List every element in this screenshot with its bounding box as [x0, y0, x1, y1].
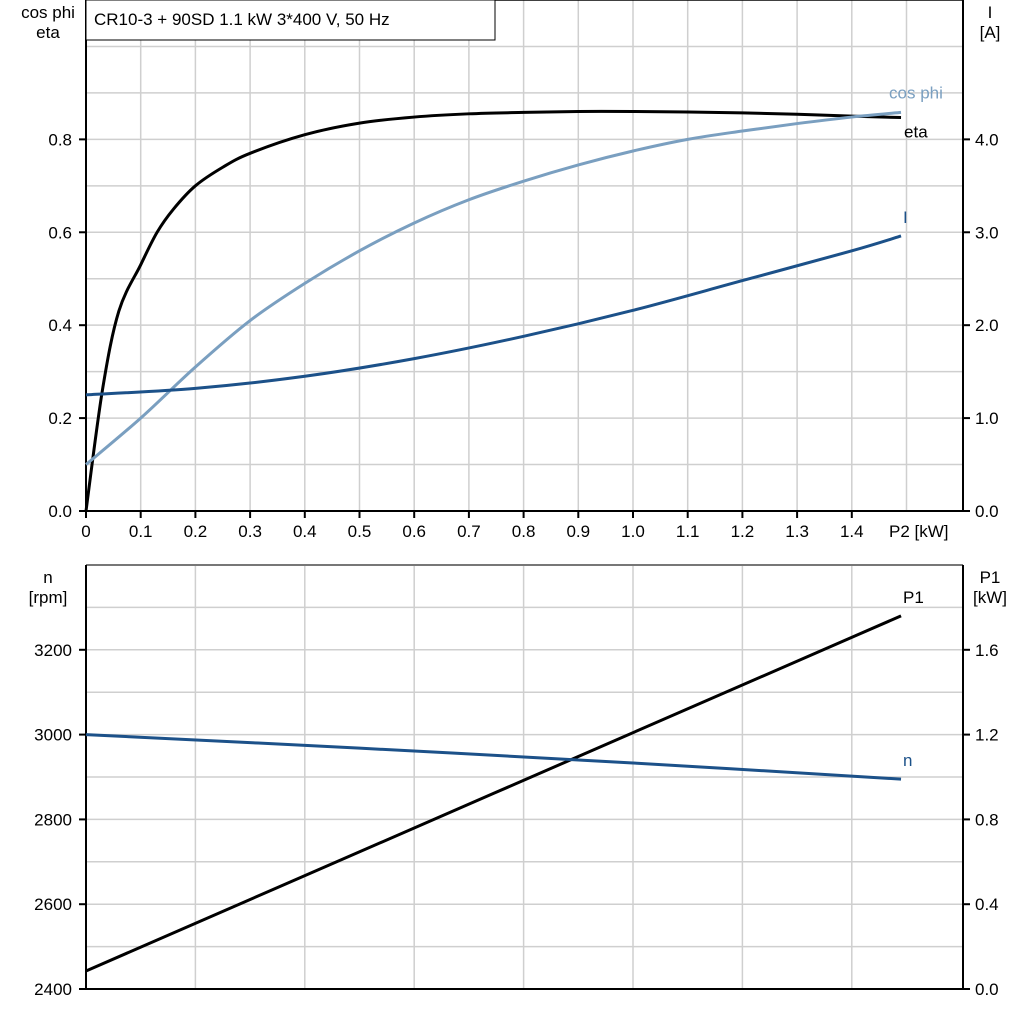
y-tick-label-left: 2600: [34, 895, 72, 914]
x-tick-label: 1.2: [731, 522, 755, 541]
series-label-P1: P1: [903, 588, 924, 607]
y-tick-label-left: 3000: [34, 726, 72, 745]
series-line-n: [85, 733, 902, 781]
y-axis-label-left: n: [43, 568, 52, 587]
x-axis-label: P2 [kW]: [889, 522, 949, 541]
x-tick-label: 1.1: [676, 522, 700, 541]
series-line-I: [85, 234, 902, 397]
y-tick-label-right: 0.4: [975, 895, 999, 914]
y-tick-label-right: 2.0: [975, 316, 999, 335]
x-tick-label: 0.4: [293, 522, 317, 541]
y-tick-label-right: 3.0: [975, 223, 999, 242]
y-tick-label-left: 0.4: [48, 316, 72, 335]
y-tick-label-right: 0.8: [975, 810, 999, 829]
x-tick-label: 0.7: [457, 522, 481, 541]
title-box: [85, 0, 496, 41]
x-tick-label: 0.5: [348, 522, 372, 541]
x-tick-label: 0.3: [238, 522, 262, 541]
series-label-cos-phi: cos phi: [889, 83, 943, 102]
x-tick-label: 1.3: [785, 522, 809, 541]
y-axis-label-left: cos phi: [21, 3, 75, 22]
series-label-n: n: [903, 751, 912, 770]
y-tick-label-left: 0.6: [48, 223, 72, 242]
y-tick-label-right: 1.2: [975, 726, 999, 745]
series-line-P1: [85, 614, 902, 973]
series-line-eta: [84, 109, 902, 512]
series-label-I: I: [903, 208, 908, 227]
y-tick-label-left: 0.2: [48, 409, 72, 428]
y-tick-label-right: 4.0: [975, 130, 999, 149]
x-tick-label: 1.0: [621, 522, 645, 541]
y-tick-label-right: 1.0: [975, 409, 999, 428]
x-tick-label: 0.8: [512, 522, 536, 541]
x-tick-label: 0.6: [402, 522, 426, 541]
x-tick-label: 0.1: [129, 522, 153, 541]
y-axis-label-right: I: [988, 3, 993, 22]
y-tick-label-left: 3200: [34, 641, 72, 660]
y-axis-label-right: [A]: [980, 23, 1001, 42]
x-tick-label: 0.2: [184, 522, 208, 541]
y-axis-label-left: eta: [36, 23, 60, 42]
y-axis-label-left: [rpm]: [29, 588, 68, 607]
y-tick-label-left: 2800: [34, 810, 72, 829]
y-tick-label-left: 0.8: [48, 130, 72, 149]
y-axis-label-right: [kW]: [973, 588, 1007, 607]
series-label-eta: eta: [904, 123, 928, 142]
y-tick-label-right: 0.0: [975, 980, 999, 999]
series-line-cos-phi: [85, 110, 902, 466]
chart-title: CR10-3 + 90SD 1.1 kW 3*400 V, 50 Hz: [94, 10, 390, 29]
y-tick-label-left: 2400: [34, 980, 72, 999]
y-axis-label-right: P1: [980, 568, 1001, 587]
x-tick-label: 1.4: [840, 522, 864, 541]
y-tick-label-right: 1.6: [975, 641, 999, 660]
y-tick-label-right: 0.0: [975, 502, 999, 521]
x-tick-label: 0: [81, 522, 90, 541]
y-tick-label-left: 0.0: [48, 502, 72, 521]
x-tick-label: 0.9: [566, 522, 590, 541]
